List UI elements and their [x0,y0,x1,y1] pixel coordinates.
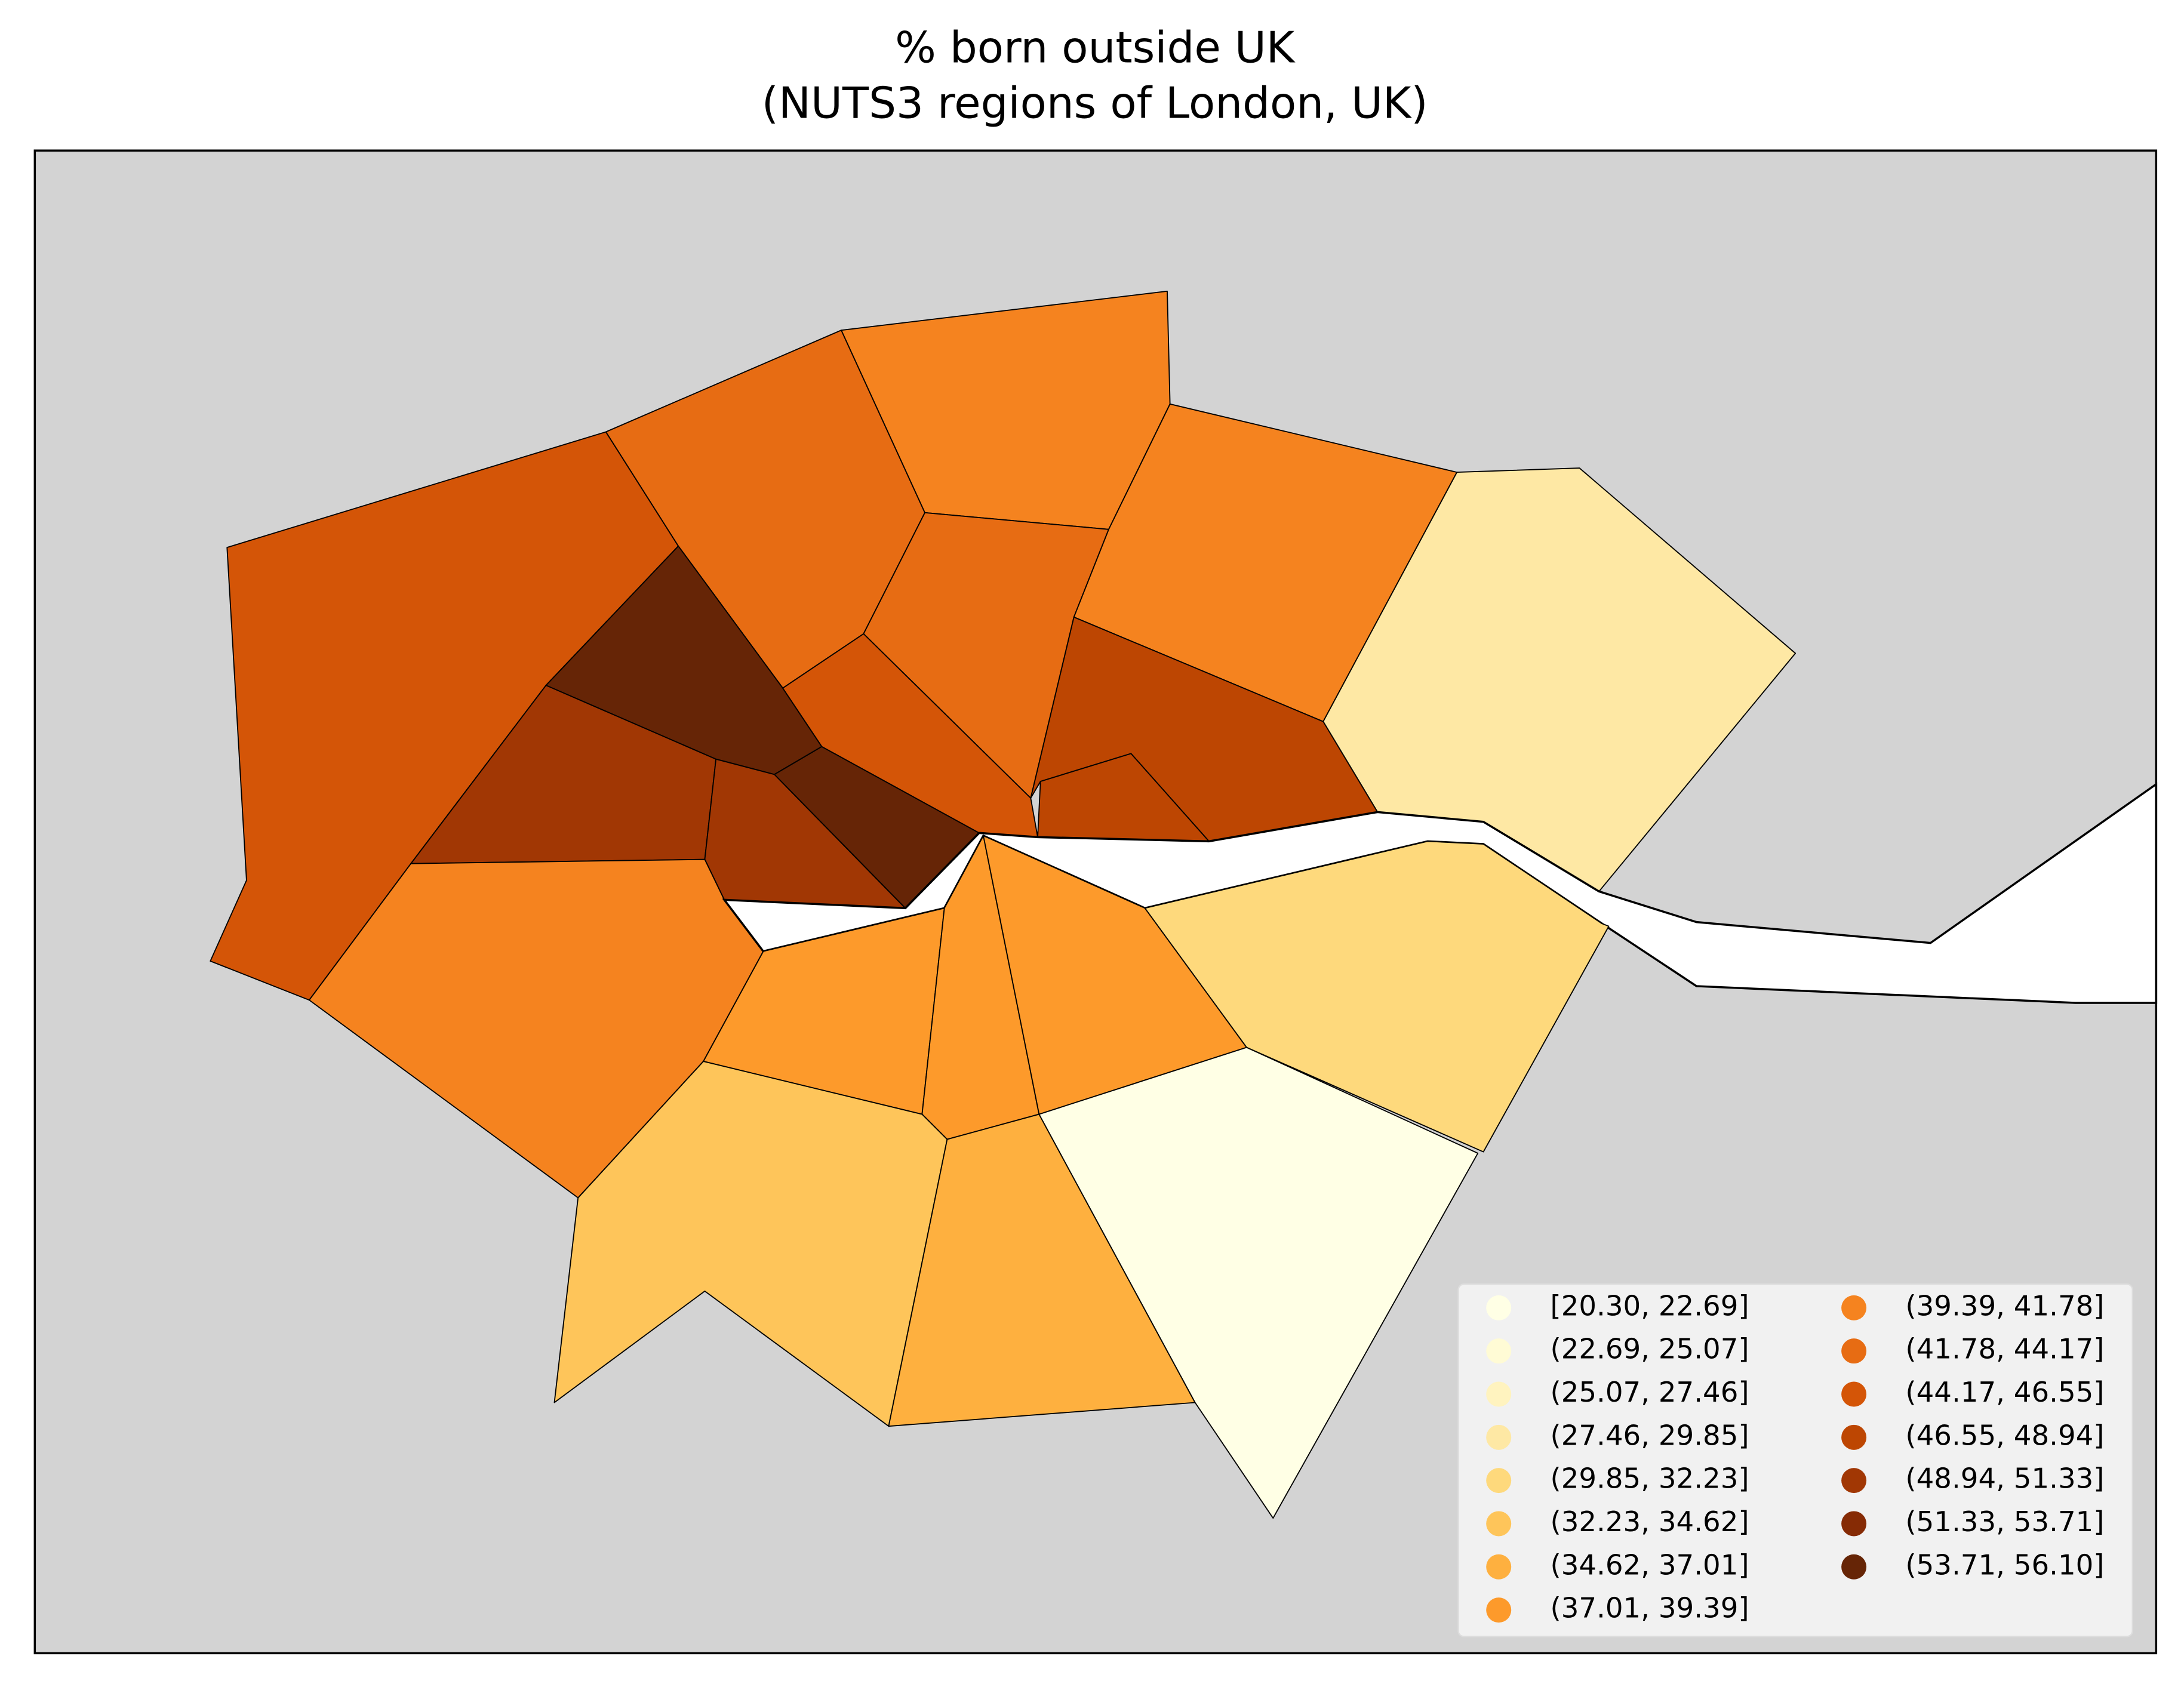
legend-label: (25.07, 27.46] [1551,1377,1749,1409]
legend-marker [1486,1468,1512,1494]
legend-marker [1486,1338,1512,1364]
legend-marker [1486,1381,1512,1407]
legend-marker [1841,1381,1867,1407]
legend-label: (53.71, 56.10] [1905,1549,2104,1581]
map-title: % born outside UK [895,23,1296,73]
legend-label: (29.85, 32.23] [1551,1463,1749,1495]
legend-label: (46.55, 48.94] [1905,1420,2104,1452]
legend-label: (41.78, 44.17] [1905,1334,2104,1366]
legend-label: (37.01, 39.39] [1551,1593,1749,1625]
legend-marker [1486,1597,1512,1623]
legend-label: (44.17, 46.55] [1905,1377,2104,1409]
map-frame [33,149,2158,1655]
region [1144,841,1610,1153]
legend-marker [1841,1295,1867,1320]
legend-marker [1841,1468,1867,1494]
map-subtitle: (NUTS3 regions of London, UK) [762,79,1428,129]
region [1038,1046,1479,1519]
legend-marker [1841,1338,1867,1364]
legend-label: [20.30, 22.69] [1551,1290,1749,1322]
legend-label: (32.23, 34.62] [1551,1506,1749,1538]
legend-label: (48.94, 51.33] [1905,1463,2104,1495]
legend-marker [1486,1511,1512,1537]
legend-marker [1841,1424,1867,1450]
region [553,1060,948,1427]
regions [210,290,2158,1519]
legend-label: (39.39, 41.78] [1905,1290,2104,1322]
legend [1457,1283,2133,1637]
legend-marker [1486,1554,1512,1580]
legend-label: (51.33, 53.71] [1905,1506,2104,1538]
legend-marker [1841,1511,1867,1537]
legend-marker [1841,1554,1867,1580]
legend-label: (27.46, 29.85] [1551,1420,1749,1452]
legend-marker [1486,1295,1512,1320]
legend-label: (34.62, 37.01] [1551,1549,1749,1581]
legend-marker [1486,1424,1512,1450]
legend-label: (22.69, 25.07] [1551,1334,1749,1366]
